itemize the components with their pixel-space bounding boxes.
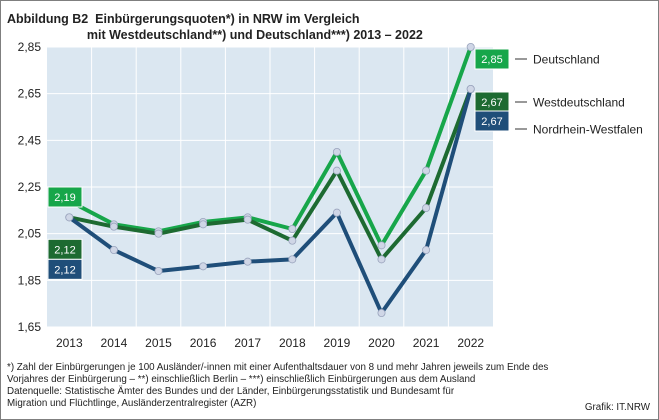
data-label-last-nrw-box (474, 110, 510, 132)
y-tick-label: 1,65 (18, 320, 42, 334)
data-label-first-deutschland: 2,19 (54, 192, 75, 204)
footnote-line-1: *) Zahl der Einbürgerungen je 100 Auslän… (7, 362, 549, 373)
data-point (243, 215, 252, 224)
y-tick-label: 2,85 (18, 40, 42, 54)
data-point (377, 308, 386, 317)
footnotes: *) Zahl der Einbürgerungen je 100 Auslän… (7, 362, 652, 410)
data-point (154, 229, 163, 238)
legend-label: Nordrhein-Westfalen (533, 123, 643, 137)
data-point (243, 257, 252, 266)
data-point (109, 245, 118, 254)
y-tick-label: 2,65 (18, 87, 42, 101)
x-tick-label: 2018 (279, 336, 306, 350)
data-point (154, 266, 163, 275)
series-line (67, 87, 473, 262)
y-tick-label: 2,05 (18, 227, 42, 241)
data-point (466, 43, 475, 52)
data-point (288, 255, 297, 264)
x-tick-label: 2021 (413, 336, 440, 350)
data-point (109, 222, 118, 231)
data-label-last-nrw: 2,67 (481, 116, 502, 128)
data-label-last-deutschland-box (474, 48, 510, 70)
data-point (332, 208, 341, 217)
legend-label: Deutschland (533, 53, 600, 67)
data-label-last-deutschland: 2,85 (481, 54, 502, 66)
data-label-first-nrw-box (47, 258, 83, 280)
data-point (377, 255, 386, 264)
title-line-2: mit Westdeutschland**) und Deutschland**… (7, 28, 423, 42)
data-label-first-westdeutschland: 2,12 (54, 244, 75, 256)
graphic-credit: Grafik: IT.NRW (584, 402, 650, 413)
data-label-last-westdeutschland: 2,67 (481, 97, 502, 109)
source-line-1: Datenquelle: Statistische Ämter des Bund… (7, 386, 455, 397)
data-point (65, 213, 74, 222)
data-point (332, 147, 341, 156)
x-tick-label: 2015 (145, 336, 172, 350)
chart-title: Abbildung B2 Einbürgerungsquoten*) in NR… (7, 11, 423, 43)
x-tick-label: 2013 (56, 336, 83, 350)
source-line-2: Migration und Flüchtlinge, Ausländerzent… (7, 398, 257, 409)
footnote-line-2: Vorjahres der Einbürgerung – **) einschl… (7, 374, 476, 385)
x-tick-label: 2017 (234, 336, 261, 350)
data-point (466, 85, 475, 94)
x-tick-label: 2014 (101, 336, 128, 350)
legend-label: Westdeutschland (533, 96, 625, 110)
data-point (422, 166, 431, 175)
data-point (377, 241, 386, 250)
title-line-1: Abbildung B2 Einbürgerungsquoten*) in NR… (7, 12, 360, 26)
data-label-first-nrw: 2,12 (54, 264, 75, 276)
x-tick-label: 2022 (457, 336, 484, 350)
x-tick-label: 2016 (190, 336, 217, 350)
series-line (67, 87, 473, 315)
data-point (422, 203, 431, 212)
x-tick-label: 2020 (368, 336, 395, 350)
y-tick-label: 2,25 (18, 180, 42, 194)
y-tick-label: 2,45 (18, 133, 42, 147)
series-line (67, 45, 473, 248)
data-point (288, 224, 297, 233)
data-point (199, 262, 208, 271)
x-tick-label: 2019 (324, 336, 351, 350)
data-point (332, 166, 341, 175)
data-point (199, 220, 208, 229)
data-point (288, 236, 297, 245)
y-tick-label: 1,85 (18, 273, 42, 287)
data-label-first-deutschland-box (47, 186, 83, 208)
data-point (422, 245, 431, 254)
